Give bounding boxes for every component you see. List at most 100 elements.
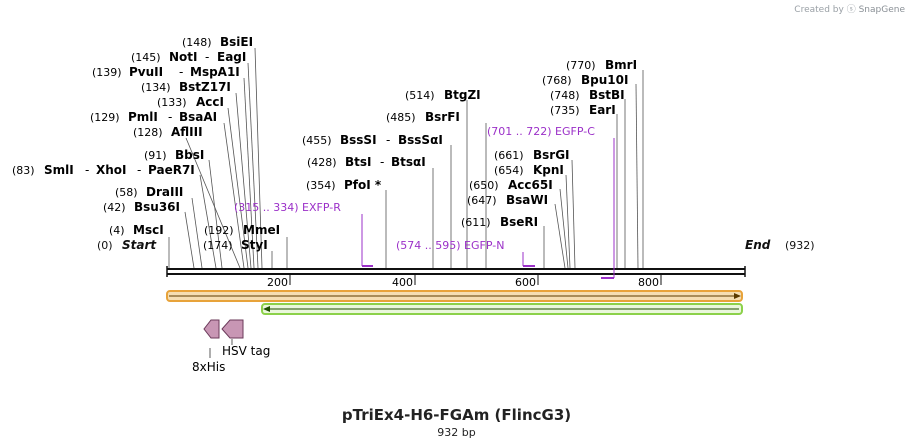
map-title: pTriEx4-H6-FGAm (FlincG3) — [341, 406, 572, 424]
svg-text:MmeI: MmeI — [243, 223, 280, 237]
enzyme-smli: (83) SmlI - XhoI - PaeR7I — [12, 163, 195, 177]
feature-8xhis-arrow[interactable] — [203, 319, 220, 339]
enzyme-bsawi: (647) BsaWI — [467, 193, 548, 207]
svg-text:Acc65I: Acc65I — [508, 178, 553, 192]
svg-text:(83): (83) — [12, 164, 35, 177]
svg-text:(139): (139) — [92, 66, 122, 79]
enzyme-bstbi: (748) BstBI — [550, 88, 625, 102]
right-enzyme-connectors — [543, 70, 644, 269]
svg-text:BtsI: BtsI — [345, 155, 372, 169]
svg-text:BtsαI: BtsαI — [391, 155, 426, 169]
svg-text:(42): (42) — [103, 201, 126, 214]
enzyme-bsrfi: (485) BsrFI — [386, 110, 460, 124]
svg-text:BstBI: BstBI — [589, 88, 625, 102]
svg-text:BsiEI: BsiEI — [220, 35, 253, 49]
svg-text:(654): (654) — [494, 164, 524, 177]
svg-text:BmrI: BmrI — [605, 58, 637, 72]
enzyme-bpu10i: (768) Bpu10I — [542, 73, 628, 87]
enzyme-pvuii: (139) PvuII - MspA1I — [92, 65, 240, 79]
svg-text:PaeR7I: PaeR7I — [148, 163, 195, 177]
mid-enzyme-connectors — [385, 100, 487, 268]
svg-text:(485): (485) — [386, 111, 416, 124]
enzyme-mmei: (192) MmeI — [204, 223, 280, 237]
svg-text:(174): (174) — [203, 239, 233, 252]
svg-text:(514): (514) — [405, 89, 435, 102]
svg-text:(748): (748) — [550, 89, 580, 102]
svg-text:MspA1I: MspA1I — [190, 65, 240, 79]
svg-text:BseRI: BseRI — [500, 215, 538, 229]
enzyme-bsrgi: (661) BsrGI — [494, 148, 570, 162]
enzyme-eari: (735) EarI — [550, 103, 616, 117]
svg-text:(145): (145) — [131, 51, 161, 64]
svg-text:BbsI: BbsI — [175, 148, 204, 162]
svg-text:DraIII: DraIII — [146, 185, 183, 199]
svg-text:(128): (128) — [133, 126, 163, 139]
feature-hsv-tag-arrow[interactable] — [221, 319, 244, 339]
tick-800: 800 — [638, 274, 662, 289]
svg-text:-: - — [386, 133, 390, 147]
credit-text: Created by — [794, 5, 844, 15]
svg-text:PmlI: PmlI — [128, 110, 158, 124]
svg-text:-: - — [179, 65, 183, 79]
svg-text:(661): (661) — [494, 149, 524, 162]
svg-text:(574 .. 595) EGFP-N: (574 .. 595) EGFP-N — [396, 239, 504, 252]
start-label: Start — [122, 238, 157, 252]
svg-text:-: - — [380, 155, 384, 169]
map-length: 932 bp — [437, 426, 476, 439]
svg-text:XhoI: XhoI — [96, 163, 127, 177]
enzyme-btgzi: (514) BtgZI — [405, 88, 481, 102]
svg-text:-: - — [85, 163, 89, 177]
svg-text:(192): (192) — [204, 224, 234, 237]
svg-text:BsaAI: BsaAI — [179, 110, 217, 124]
enzyme-styi: (174) StyI — [203, 238, 268, 252]
svg-text:MscI: MscI — [133, 223, 164, 237]
svg-text:(735): (735) — [550, 104, 580, 117]
enzyme-bsssi: (455) BssSI - BssSαI — [302, 133, 443, 147]
svg-text:(428): (428) — [307, 156, 337, 169]
enzyme-bseri: (611) BseRI — [461, 215, 538, 229]
tick-label-800: 800 — [638, 276, 659, 289]
enzyme-afliii: (128) AflIII — [133, 125, 203, 139]
svg-text:(58): (58) — [115, 186, 138, 199]
enzyme-bsiei: (148) BsiEI — [182, 35, 253, 49]
svg-text:(455): (455) — [302, 134, 332, 147]
tick-label-200: 200 — [267, 276, 288, 289]
tick-200: 200 — [267, 274, 291, 289]
credit-brand: SnapGene — [858, 5, 905, 15]
svg-text:BsaWI: BsaWI — [506, 193, 548, 207]
svg-text:(650): (650) — [469, 179, 499, 192]
snapgene-credit: Created by ⓢ SnapGene — [794, 2, 905, 15]
primer-egfp-n[interactable]: (574 .. 595) EGFP-N — [396, 239, 535, 267]
primer-exfp-r[interactable]: (315 .. 334) EXFP-R — [234, 201, 373, 267]
left-enzyme-connectors — [168, 47, 288, 269]
feature-green-reverse[interactable] — [261, 303, 743, 315]
svg-text:(770): (770) — [566, 59, 596, 72]
svg-text:-: - — [205, 50, 209, 64]
enzyme-bsu36i: (42) Bsu36I — [103, 200, 180, 214]
end-position: (932) — [785, 239, 815, 252]
primer-egfp-c[interactable]: (701 .. 722) EGFP-C — [487, 125, 615, 279]
svg-text:(91): (91) — [144, 149, 167, 162]
svg-text:Bsu36I: Bsu36I — [134, 200, 180, 214]
svg-text:-: - — [168, 110, 172, 124]
tick-600: 600 — [515, 274, 539, 289]
svg-text:Bpu10I: Bpu10I — [581, 73, 628, 87]
svg-text:(701 .. 722) EGFP-C: (701 .. 722) EGFP-C — [487, 125, 595, 138]
svg-text:(647): (647) — [467, 194, 497, 207]
svg-text:PfoI *: PfoI * — [344, 178, 382, 192]
svg-text:BstZ17I: BstZ17I — [179, 80, 231, 94]
svg-text:BssSI: BssSI — [340, 133, 377, 147]
svg-text:(4): (4) — [109, 224, 125, 237]
enzyme-msci: (4) MscI — [109, 223, 164, 237]
svg-text:PvuII: PvuII — [129, 65, 163, 79]
feature-label-hsv-tag: HSV tag — [222, 344, 270, 358]
svg-text:KpnI: KpnI — [533, 163, 564, 177]
svg-text:EarI: EarI — [589, 103, 616, 117]
svg-text:(354): (354) — [306, 179, 336, 192]
snapgene-logo-icon: ⓢ — [846, 5, 856, 15]
start-position: (0) — [97, 239, 113, 252]
tick-label-600: 600 — [515, 276, 536, 289]
feature-orange-forward[interactable] — [166, 290, 743, 302]
tick-label-400: 400 — [392, 276, 413, 289]
svg-text:(134): (134) — [141, 81, 171, 94]
